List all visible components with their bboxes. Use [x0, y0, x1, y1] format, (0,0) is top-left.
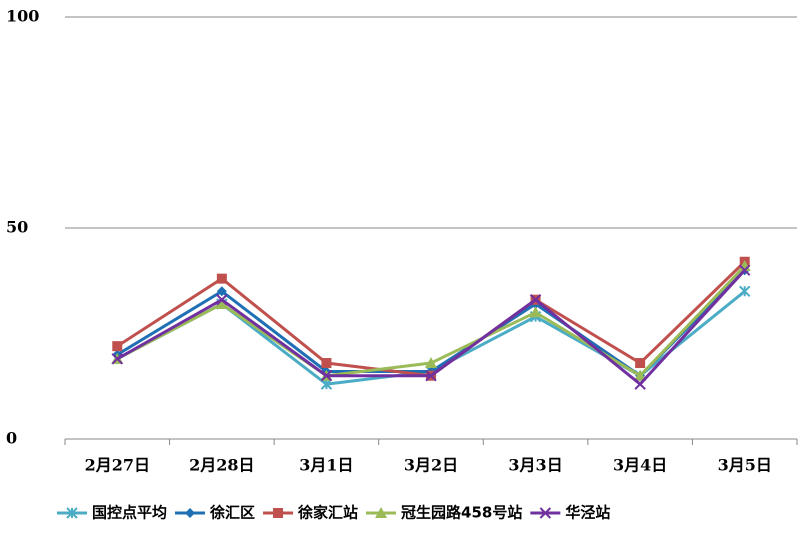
point: [216, 273, 227, 284]
legend-marker: [375, 507, 388, 518]
y-tick-label: 100: [6, 7, 39, 26]
x-tick-label: 3月4日: [613, 456, 667, 475]
point: [216, 294, 228, 306]
point: [320, 378, 333, 390]
legend-marker: [273, 508, 284, 518]
point: [111, 353, 123, 365]
point: [635, 358, 646, 369]
x-tick-label: 3月5日: [718, 456, 772, 475]
point: [320, 369, 333, 382]
point: [215, 297, 228, 309]
point: [634, 369, 647, 381]
point: [529, 294, 542, 306]
point: [634, 378, 646, 390]
y-tick-label: 50: [6, 218, 28, 237]
point: [739, 285, 751, 298]
x-tick-label: 3月2日: [404, 456, 458, 475]
x-tick-label: 3月3日: [508, 456, 562, 475]
legend-label: 徐家汇站: [297, 504, 358, 522]
y-tick-label: 0: [6, 429, 17, 448]
legend-marker: [66, 507, 78, 519]
x-tick-label: 3月1日: [299, 456, 353, 475]
point: [529, 306, 542, 318]
point: [739, 264, 751, 276]
x-tick-label: 2月27日: [85, 456, 150, 475]
legend-marker: [185, 508, 196, 518]
legend-label: 国控点平均: [92, 504, 167, 522]
point: [216, 286, 227, 297]
point: [112, 341, 123, 352]
legend-label: 华泾站: [565, 504, 610, 522]
legend-label: 徐汇区: [209, 504, 255, 522]
x-tick-label: 2月28日: [189, 456, 254, 475]
point: [425, 369, 437, 382]
point: [321, 358, 332, 369]
legend-marker: [539, 507, 552, 519]
point: [425, 357, 437, 369]
legend-label: 冠生园路458号站: [401, 504, 522, 522]
